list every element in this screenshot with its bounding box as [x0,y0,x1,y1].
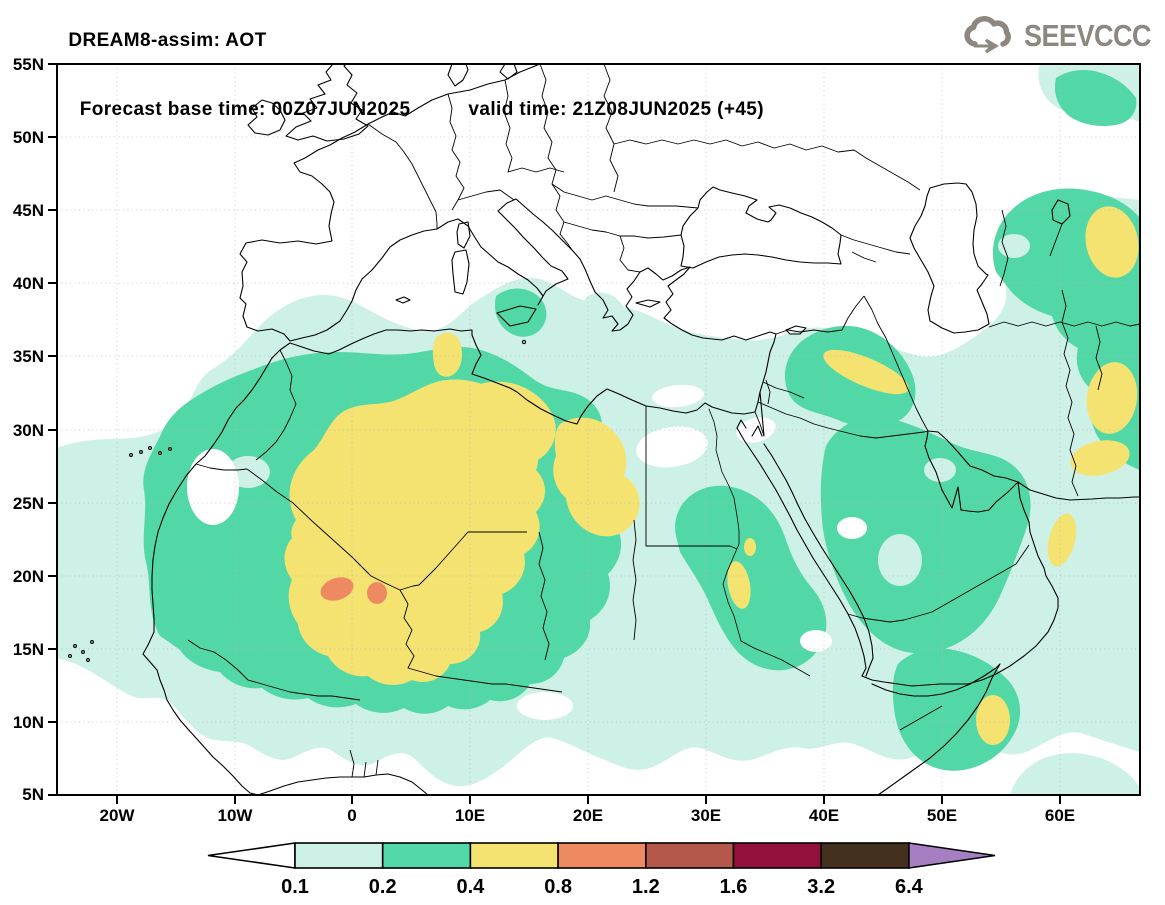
axis-ticks [48,63,1061,804]
cloud-icon [964,16,1011,54]
lon-tick-label: 20W [100,806,136,825]
lat-tick-label: 35N [13,347,44,366]
lon-tick-label: 40E [809,806,839,825]
colorbar-tick-label: 3.2 [807,876,835,898]
colorbar-tick-label: 0.2 [369,876,397,898]
coastlines [68,63,1141,796]
country-borders [187,63,1141,778]
lat-tick-label: 5N [22,785,44,804]
lat-tick-label: 50N [13,128,44,147]
colorbar-segment [644,842,735,869]
colorbar-segment [557,842,647,869]
seevccc-logo: SEEVCCC [962,16,1152,56]
colorbar-tick-label: 0.8 [544,876,572,898]
colorbar-tick-label: 6.4 [895,876,924,898]
lon-tick-label: 50E [927,806,957,825]
colorbar-segment [294,842,384,869]
lat-tick-label: 40N [13,274,44,293]
colorbar-right-arrow [908,842,996,869]
lon-tick-label: 20E [573,806,603,825]
lat-tick-label: 30N [13,421,44,440]
lon-tick-label: 0 [347,806,356,825]
colorbar-segment [732,842,822,869]
aot-filled-contours [57,64,1140,795]
lat-tick-label: 10N [13,713,44,732]
colorbar-tick-label: 0.1 [281,876,309,898]
lon-axis-labels: 20W 10W 0 10E 20E 30E 40E 50E 60E [100,806,1076,825]
colorbar-left-arrow [207,842,296,869]
plot-title: DREAM8-assim: AOT [68,30,267,51]
colorbar-segment [381,842,472,869]
valid-time: valid time: 21Z08JUN2025 (+45) [468,99,764,120]
colorbar-tick-label: 1.2 [632,876,660,898]
colorbar-segment [469,842,559,869]
colorbar-tick-label: 1.6 [720,876,748,898]
graticule [57,64,1140,795]
lat-tick-label: 45N [13,201,44,220]
lon-tick-label: 60E [1045,806,1075,825]
plot-header: DREAM8-assim: AOT Forecast base time: 00… [57,6,764,167]
lat-tick-label: 25N [13,494,44,513]
lon-tick-label: 10W [218,806,254,825]
colorbar-tick-label: 0.4 [456,876,485,898]
colorbar: 0.1 0.2 0.4 0.8 1.2 1.6 3.2 6.4 [207,842,996,898]
colorbar-segment [820,842,910,869]
lat-axis-labels: 55N 50N 45N 40N 35N 30N 25N 20N 15N 10N … [13,55,44,804]
lat-tick-label: 15N [13,640,44,659]
lat-tick-label: 20N [13,567,44,586]
forecast-base-time: Forecast base time: 00Z07JUN2025 [79,99,411,120]
lat-tick-label: 55N [13,55,44,74]
lon-tick-label: 30E [691,806,721,825]
logo-text: SEEVCCC [1023,18,1152,53]
lon-tick-label: 10E [455,806,485,825]
